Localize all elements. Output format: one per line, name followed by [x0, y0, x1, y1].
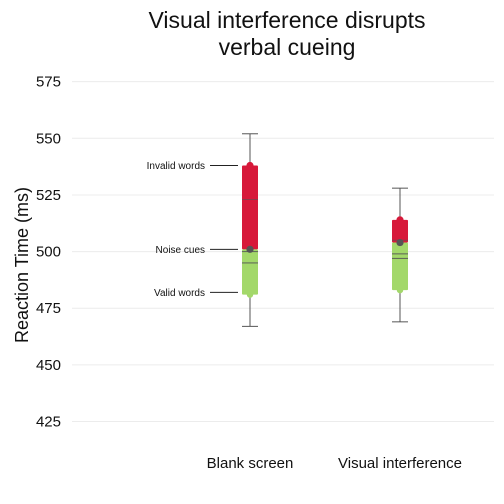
y-tick-475: 475 [36, 300, 61, 317]
annotations: Invalid words Noise cues Valid words [147, 161, 238, 299]
valid-segment [242, 249, 258, 295]
invalid-segment [242, 165, 258, 250]
x-axis-ticks: Blank screen Visual interference [207, 455, 462, 472]
y-tick-500: 500 [36, 244, 61, 261]
noise-cues-point [396, 238, 404, 247]
box-2 [392, 187, 408, 323]
boxes [242, 133, 408, 327]
title-line-2: verbal cueing [219, 34, 356, 60]
annotation-label-3: Valid words [154, 288, 205, 299]
x-tick-1: Blank screen [207, 455, 294, 472]
valid-words-point [396, 286, 404, 294]
invalid-segment [392, 219, 408, 243]
annotation-label-2: Noise cues [156, 245, 205, 256]
invalid-words-point [396, 216, 404, 224]
valid-segment [392, 242, 408, 291]
x-tick-2: Visual interference [338, 455, 462, 472]
valid-words-point [246, 291, 254, 298]
invalid-words-point [246, 161, 254, 170]
y-axis-ticks: 425 450 475 500 525 550 575 [36, 74, 61, 431]
noise-cues-point [246, 245, 254, 253]
y-tick-525: 525 [36, 187, 61, 204]
title-line-1: Visual interference disrupts [149, 7, 426, 33]
y-tick-575: 575 [36, 74, 61, 91]
y-axis-label: Reaction Time (ms) [12, 187, 32, 343]
y-tick-550: 550 [36, 130, 61, 147]
annotation-label-1: Invalid words [147, 161, 205, 172]
y-tick-425: 425 [36, 414, 61, 431]
grid-lines [72, 81, 494, 423]
y-tick-450: 450 [36, 357, 61, 374]
box-1 [242, 133, 258, 327]
